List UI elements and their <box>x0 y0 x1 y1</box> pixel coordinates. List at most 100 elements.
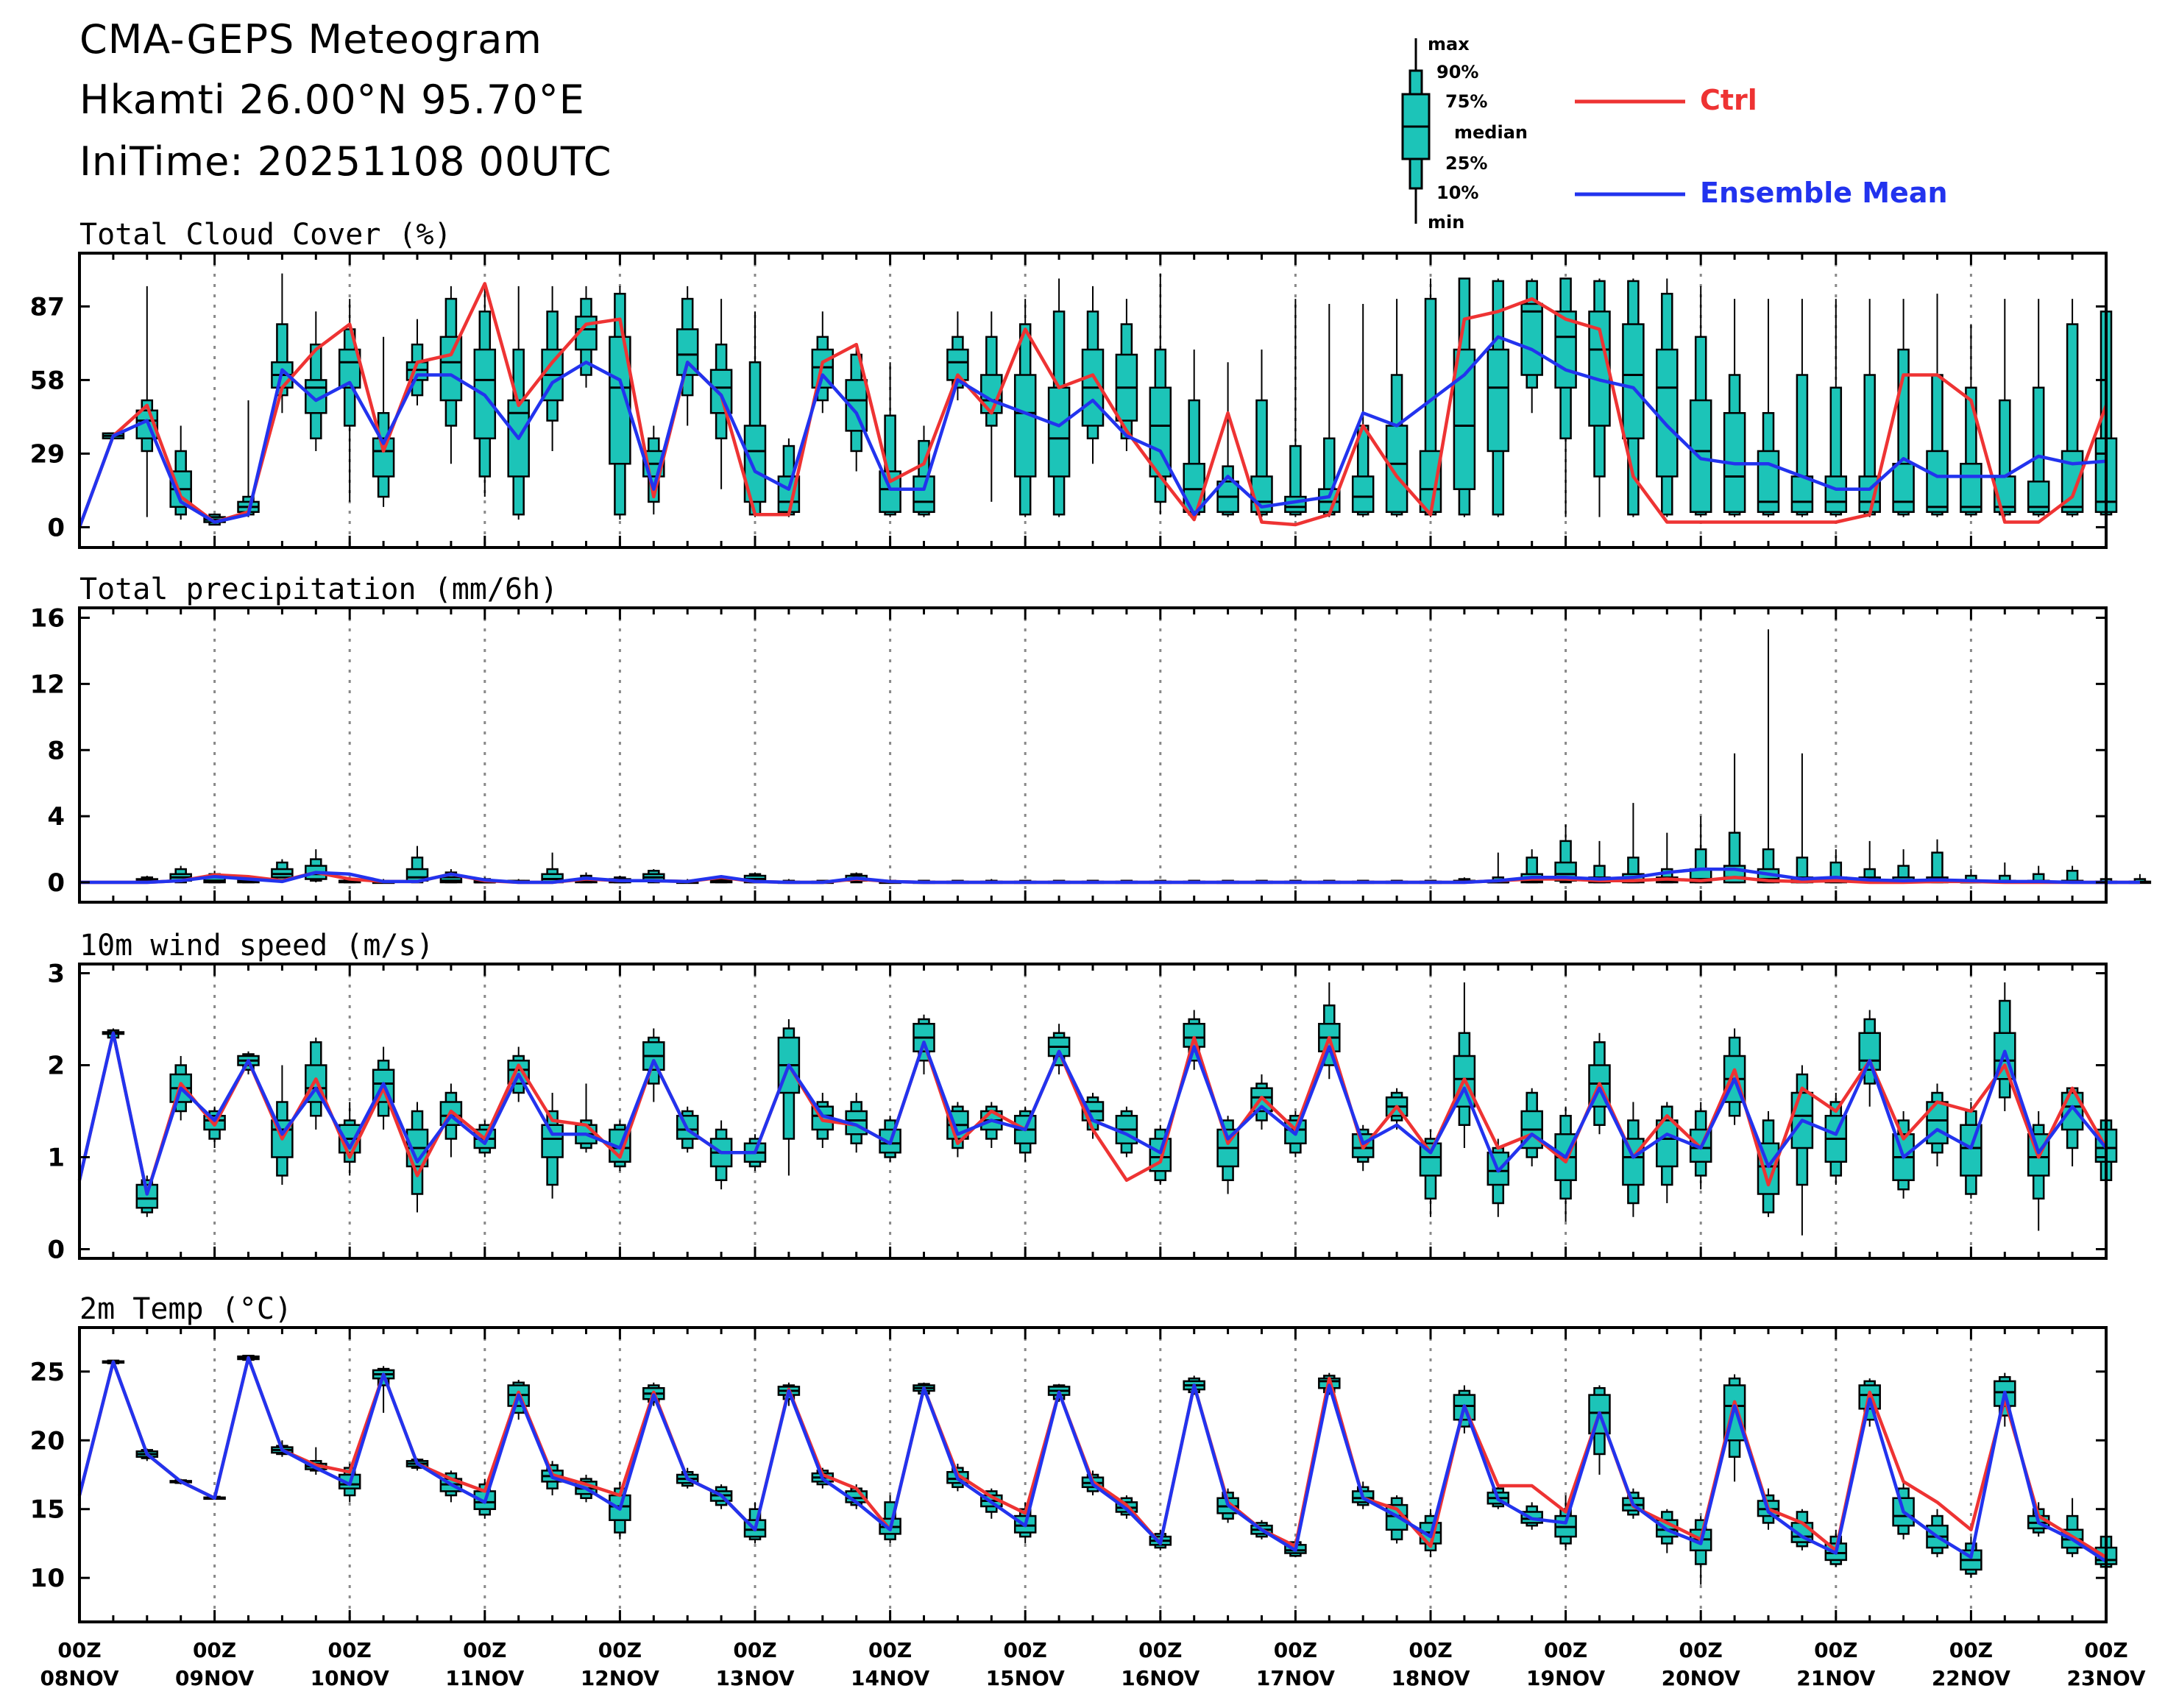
ensemble-box <box>2027 299 2050 517</box>
ensemble-box <box>676 286 699 426</box>
x-tick-label-date: 17NOV <box>1256 1666 1335 1690</box>
ensemble-mean-line <box>77 1356 2108 1563</box>
x-tick-label-hour: 00Z <box>1138 1638 1182 1662</box>
ensemble-box <box>1487 852 1510 884</box>
x-tick-label-hour: 00Z <box>868 1638 912 1662</box>
y-tick-label: 15 <box>30 1495 65 1525</box>
ensemble-box <box>1858 1010 1881 1107</box>
ensemble-box <box>1960 1102 1982 1199</box>
p25-p75-box <box>1926 450 1949 513</box>
x-tick-label-date: 12NOV <box>581 1666 659 1690</box>
chart-title: CMA-GEPS Meteogram <box>79 16 542 63</box>
ensemble-box <box>541 286 564 451</box>
p25-p75-box <box>1656 348 1679 478</box>
ensemble-box <box>1047 278 1071 517</box>
x-tick-label-hour: 00Z <box>193 1638 236 1662</box>
p25-p75-box <box>1385 425 1409 513</box>
ensemble-box <box>1453 982 1476 1148</box>
p25-p75-box <box>1790 475 1814 513</box>
x-tick-label-hour: 00Z <box>733 1638 776 1662</box>
boxplot-legend-key: max 90% 75% median 25% 10% min <box>1401 34 1528 233</box>
legend-key-p75: 75% <box>1445 91 1487 112</box>
p25-p75-box <box>913 475 935 513</box>
ensemble-box <box>305 311 327 451</box>
p25-p75-box <box>1487 348 1510 453</box>
ensemble-box <box>1554 1106 1577 1222</box>
x-tick-label-date: 19NOV <box>1526 1666 1605 1690</box>
y-tick-label: 0 <box>47 1236 65 1265</box>
ensemble-box <box>135 286 159 517</box>
legend-mean-swatch <box>1575 192 1685 196</box>
ensemble-box <box>575 286 598 388</box>
ensemble-box <box>845 344 868 472</box>
p25-p75-box <box>1960 1124 1982 1177</box>
panel-0: Total Cloud Cover (%) 0 29 58 87 <box>30 218 2118 549</box>
p25-p75-box <box>1520 302 1543 376</box>
ensemble-box <box>1588 278 1611 517</box>
x-tick-label-hour: 00Z <box>328 1638 372 1662</box>
ctrl-line <box>77 1031 2108 1196</box>
ensemble-box <box>1926 294 1949 517</box>
legend-key-min: min <box>1428 212 1464 233</box>
ensemble-box <box>1994 982 2016 1111</box>
x-tick-label-date: 09NOV <box>175 1666 254 1690</box>
ensemble-box <box>1081 286 1105 464</box>
ensemble-box <box>1926 839 1949 884</box>
y-tick-label: 29 <box>30 439 65 469</box>
y-tick-label: 0 <box>47 513 65 542</box>
x-tick-label-date: 15NOV <box>986 1666 1065 1690</box>
ensemble-box <box>1385 299 1409 517</box>
ensemble-box <box>2061 1498 2084 1558</box>
ensemble-box <box>405 846 429 884</box>
ensemble-box <box>1723 1028 1746 1125</box>
y-tick-label: 1 <box>47 1144 65 1173</box>
ensemble-box <box>913 1014 935 1074</box>
panel-3: 2m Temp (°C) 10 15 20 25 <box>30 1292 2118 1623</box>
x-tick-label-date: 11NOV <box>445 1666 524 1690</box>
ensemble-box <box>1926 1083 1949 1166</box>
y-tick-label: 16 <box>30 603 65 633</box>
ensemble-box <box>237 400 260 517</box>
ensemble-box <box>1419 1130 1442 1217</box>
panel-title: Total Cloud Cover (%) <box>79 218 452 252</box>
y-tick-label: 12 <box>30 670 65 699</box>
p25-p75-box <box>1960 462 1982 513</box>
x-tick-label-date: 08NOV <box>40 1666 118 1690</box>
legend-key-max: max <box>1428 34 1470 54</box>
ensemble-box <box>1689 286 1712 517</box>
ensemble-box <box>1284 299 1307 517</box>
ensemble-box <box>709 1120 733 1190</box>
panel-1: Total precipitation (mm/6h) 0 4 8 12 16 <box>30 573 2152 904</box>
x-tick-label-date: 14NOV <box>851 1666 929 1690</box>
x-tick-label-date: 23NOV <box>2066 1666 2145 1690</box>
x-tick-label-date: 16NOV <box>1121 1666 1200 1690</box>
x-tick-label-hour: 00Z <box>1814 1638 1857 1662</box>
ensemble-box <box>1757 629 1780 884</box>
p25-p75-box <box>1047 386 1071 478</box>
x-tick-label-date: 20NOV <box>1662 1666 1740 1690</box>
x-tick-label-hour: 00Z <box>1949 1638 1993 1662</box>
x-tick-label-date: 22NOV <box>1932 1666 2010 1690</box>
ensemble-box <box>1554 824 1577 884</box>
ensemble-box <box>1351 303 1375 517</box>
ensemble-box <box>2061 299 2084 517</box>
y-tick-label: 4 <box>47 802 65 832</box>
legend-key-median: median <box>1454 122 1528 143</box>
p25-p75-box <box>1824 475 1848 513</box>
ensemble-box <box>1115 299 1138 451</box>
ensemble-box <box>1790 299 1814 517</box>
ensemble-box <box>1994 862 2016 884</box>
ensemble-box <box>1520 278 1543 414</box>
ensemble-box <box>1115 1106 1138 1158</box>
p25-p75-box <box>1892 462 1915 513</box>
ensemble-box <box>1453 277 1476 517</box>
ensemble-box <box>1250 350 1273 517</box>
ensemble-box <box>879 362 901 517</box>
x-tick-label-hour: 00Z <box>57 1638 101 1662</box>
x-tick-label-hour: 00Z <box>2084 1638 2127 1662</box>
legend-key-p10: 10% <box>1436 183 1478 203</box>
x-tick-label-hour: 00Z <box>1409 1638 1452 1662</box>
ensemble-box <box>575 1083 598 1153</box>
ensemble-box <box>709 877 733 884</box>
